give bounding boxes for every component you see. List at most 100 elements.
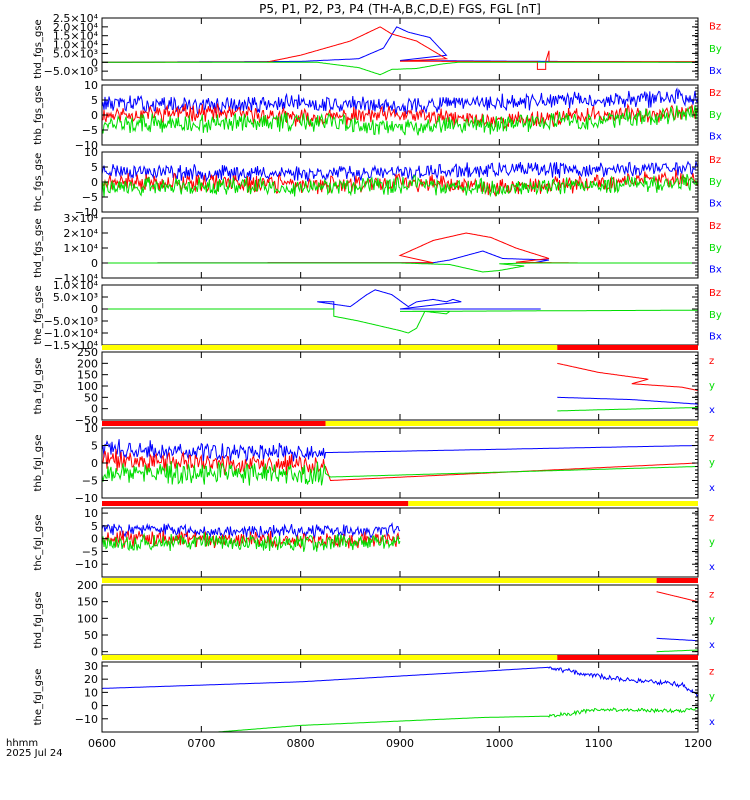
p2-ytick-label-2: 0 [91, 109, 98, 122]
p7-status-bar-0 [102, 421, 326, 426]
p9-status-bar-1 [656, 578, 698, 583]
p1-legend-Bx: Bx [709, 66, 722, 77]
p5-legend-Bx: Bx [709, 331, 722, 342]
p8-ytick-label-2: 0 [91, 533, 98, 546]
p10-status-bar-1 [557, 655, 698, 660]
p6-ylabel: tha_fgl_gse [33, 358, 44, 415]
plot-title: P5, P1, P2, P3, P4 (TH-A,B,C,D,E) FGS, F… [259, 2, 541, 16]
p10-legend-x: x [709, 717, 715, 728]
xtick-label-1000: 1000 [485, 737, 513, 750]
p1-ylabel: thd_fgs_gse [33, 19, 44, 78]
p2-series-Bx [102, 87, 698, 116]
p4-ytick-label-0: 3×10⁴ [63, 212, 98, 225]
p9-ytick-label-2: 100 [77, 612, 98, 625]
p7-series-x [102, 439, 698, 463]
p3-series-Bx [102, 160, 698, 183]
p8-ytick-label-4: −10 [75, 558, 98, 571]
p9-series-y [656, 649, 698, 653]
p4-series-Bx [102, 250, 698, 264]
p9-status-bar-0 [102, 578, 657, 583]
p5-ytick-label-0: 1.0×10⁴ [53, 279, 99, 292]
p7-ytick-label-1: 5 [91, 440, 98, 453]
p6-ytick-label-2: 150 [77, 369, 98, 382]
p6-ytick-label-5: 0 [91, 403, 98, 416]
p1-ytick-label-3: 1.0×10⁴ [53, 39, 99, 52]
p8-ytick-label-1: 5 [91, 520, 98, 533]
p9-series-z [656, 591, 698, 615]
xtick-label-1100: 1100 [585, 737, 613, 750]
p8-series-y [102, 532, 401, 552]
p10-ytick-label-2: 10 [84, 686, 98, 699]
p8-legend-x: x [709, 562, 715, 573]
p9-legend-y: y [709, 615, 715, 626]
p4-legend-By: By [709, 243, 722, 254]
p1-ytick-label-1: 2.0×10⁴ [53, 21, 99, 34]
p9-legend-z: z [709, 589, 714, 600]
p5-legend-Bz: Bz [709, 288, 721, 299]
p3-ylabel: thc_fgs_gse [33, 153, 44, 212]
p4-ylabel: thd_fgs_gse [33, 218, 44, 277]
p10-ytick-label-1: 20 [84, 673, 98, 686]
xtick-label-0600: 0600 [88, 737, 116, 750]
p6-legend-z: z [709, 356, 714, 367]
p2-legend-Bx: Bx [709, 131, 722, 142]
p9-ytick-label-1: 150 [77, 596, 98, 609]
p1-ytick-label-2: 1.5×10⁴ [53, 30, 99, 43]
p10-ylabel: the_fgl_gse [33, 669, 44, 726]
p8-status-bar-0 [102, 501, 409, 506]
p1-ytick-label-5: 0 [91, 56, 98, 69]
p7-ytick-label-4: −10 [75, 492, 98, 505]
p1-series-Bz [102, 26, 698, 70]
p6-ytick-label-1: 200 [77, 357, 98, 370]
p5-ylabel: the_fgs_gse [33, 285, 44, 344]
p9-series-x [656, 637, 698, 644]
p1-ytick-label-6: −5.0×10³ [44, 65, 98, 78]
p3-ytick-label-4: −10 [75, 206, 98, 219]
p2-legend-By: By [709, 110, 722, 121]
p6-series-y [557, 407, 698, 412]
p9-ytick-label-4: 0 [91, 646, 98, 659]
p5-series-Bx [102, 289, 541, 310]
p8-ytick-label-3: −5 [82, 545, 98, 558]
xtick-label-0900: 0900 [386, 737, 414, 750]
p2-ylabel: thb_fgs_gse [33, 85, 44, 144]
p4-series-Bz [102, 232, 698, 264]
p9-ylabel: thd_fgl_gse [33, 592, 44, 649]
p5-ytick-label-4: −1.0×10⁴ [44, 327, 99, 340]
p9-ytick-label-0: 200 [77, 579, 98, 592]
p4-ytick-label-4: −1×10⁴ [54, 272, 98, 285]
p2-legend-Bz: Bz [709, 88, 721, 99]
p1-frame [101, 17, 699, 81]
p7-legend-z: z [709, 432, 714, 443]
p10-legend-y: y [709, 692, 715, 703]
p1-legend-By: By [709, 44, 722, 55]
p6-series-z [557, 362, 698, 391]
p2-series-Bz [102, 103, 698, 130]
xtick-label-1200: 1200 [684, 737, 712, 750]
p8-status-bar-1 [408, 501, 698, 506]
p2-series-By [102, 105, 698, 136]
p10-series-x [102, 666, 698, 698]
p6-legend-x: x [709, 405, 715, 416]
p5-legend-By: By [709, 310, 722, 321]
p4-ytick-label-1: 2×10⁴ [63, 227, 98, 240]
p9-ytick-label-3: 50 [84, 629, 98, 642]
p6-status-bar-1 [557, 345, 698, 350]
p3-series-Bz [102, 169, 698, 198]
xtick-label-0800: 0800 [287, 737, 315, 750]
p7-status-bar-1 [325, 421, 698, 426]
p6-status-bar-0 [102, 345, 558, 350]
p7-legend-x: x [709, 483, 715, 494]
p5-ytick-label-2: 0 [91, 303, 98, 316]
p5-ytick-label-1: 5.0×10³ [53, 291, 98, 304]
p5-ytick-label-3: −5.0×10³ [44, 315, 98, 328]
p1-ytick-label-0: 2.5×10⁴ [53, 12, 99, 25]
p1-series-By [102, 61, 698, 76]
p9-frame [101, 584, 699, 656]
p6-ytick-label-4: 50 [84, 391, 98, 404]
p3-legend-By: By [709, 177, 722, 188]
p3-legend-Bz: Bz [709, 155, 721, 166]
p5-frame [101, 284, 699, 346]
p6-ytick-label-6: −50 [75, 414, 98, 427]
